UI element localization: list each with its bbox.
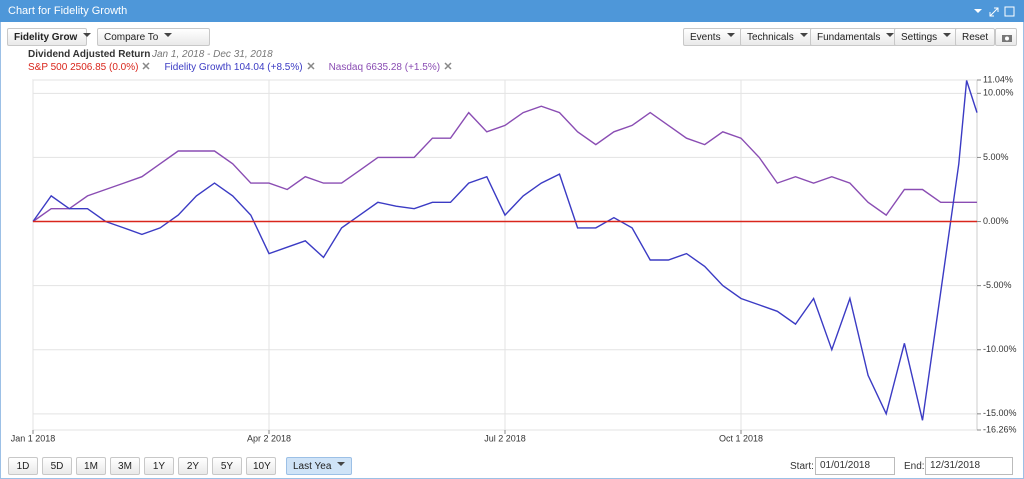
window-title: Chart for Fidelity Growth: [8, 5, 128, 17]
end-label: End:: [904, 461, 925, 472]
menu-button[interactable]: Technicals: [740, 28, 815, 46]
y-tick-label: 5.00%: [983, 152, 1009, 162]
window-controls[interactable]: [972, 4, 1020, 18]
y-tick-label: -10.00%: [983, 344, 1017, 354]
end-input[interactable]: 12/31/2018: [925, 457, 1013, 475]
y-tick-label: -15.00%: [983, 408, 1017, 418]
compare-select[interactable]: Compare To: [97, 28, 210, 46]
range-button[interactable]: 1D: [8, 457, 38, 475]
range-select[interactable]: Last Yea: [286, 457, 353, 475]
range-button[interactable]: 5Y: [212, 457, 242, 475]
title-bar: Chart for Fidelity Growth: [0, 0, 1024, 22]
legend-entry[interactable]: Nasdaq 6635.28 (+1.5%): [329, 62, 452, 73]
menu-button[interactable]: Fundamentals: [810, 28, 902, 46]
y-tick-label: -5.00%: [983, 280, 1012, 290]
x-tick-label: Jul 2 2018: [484, 433, 526, 443]
start-input[interactable]: 01/01/2018: [815, 457, 895, 475]
x-tick-label: Apr 2 2018: [247, 433, 291, 443]
camera-button[interactable]: [995, 28, 1017, 46]
legend-entry[interactable]: Fidelity Growth 104.04 (+8.5%): [164, 62, 315, 73]
series-line: [32, 105, 977, 223]
range-button[interactable]: 3M: [110, 457, 140, 475]
legend: S&P 500 2506.85 (0.0%) Fidelity Growth 10…: [28, 62, 452, 73]
chart-subtitle: Jan 1, 2018 - Dec 31, 2018: [152, 49, 273, 60]
remove-icon[interactable]: [307, 62, 315, 70]
remove-icon[interactable]: [142, 62, 150, 70]
start-label: Start:: [790, 461, 814, 472]
chart-title: Dividend Adjusted Return: [28, 49, 151, 60]
y-tick-label: 10.00%: [983, 88, 1014, 98]
symbol-select[interactable]: Fidelity Grow: [7, 28, 87, 46]
range-button[interactable]: 5D: [42, 457, 72, 475]
legend-entry[interactable]: S&P 500 2506.85 (0.0%): [28, 62, 150, 73]
range-button[interactable]: 1Y: [144, 457, 174, 475]
y-tick-label: 11.04%: [983, 74, 1013, 84]
remove-icon[interactable]: [444, 62, 452, 70]
x-tick-label: Jan 1 2018: [11, 433, 56, 443]
reset-button[interactable]: Reset: [955, 28, 996, 46]
range-button[interactable]: 1M: [76, 457, 106, 475]
y-tick-label: 0.00%: [983, 216, 1009, 226]
x-tick-label: Oct 1 2018: [719, 433, 763, 443]
series-line: [32, 80, 978, 421]
range-button[interactable]: 10Y: [246, 457, 276, 475]
y-tick-label: -16.26%: [983, 424, 1017, 434]
range-button[interactable]: 2Y: [178, 457, 208, 475]
